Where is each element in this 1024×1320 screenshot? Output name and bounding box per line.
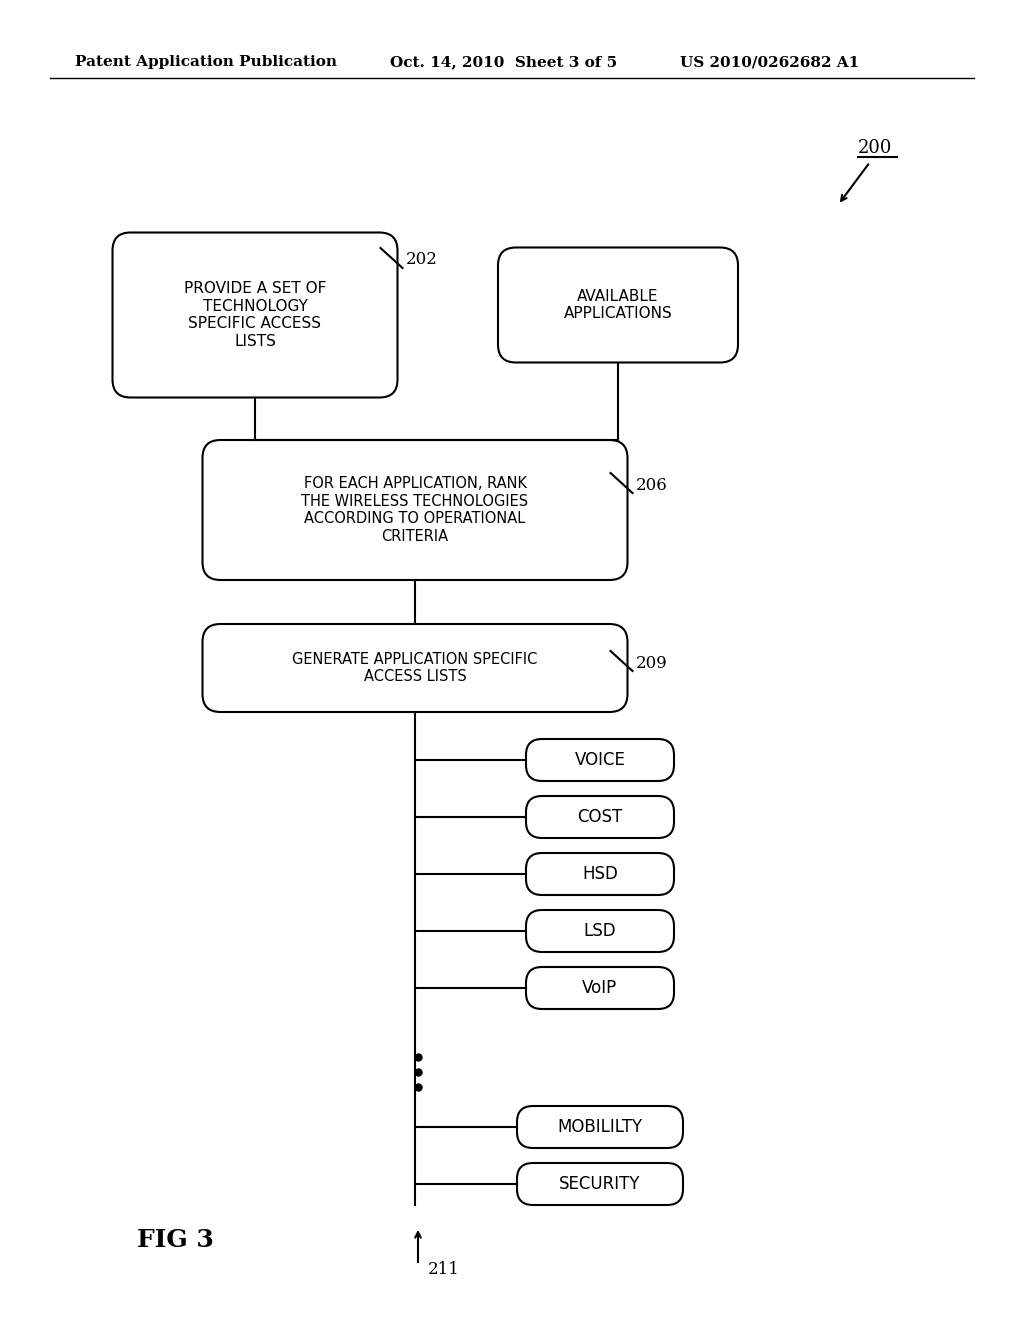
Text: Patent Application Publication: Patent Application Publication <box>75 55 337 69</box>
Text: 209: 209 <box>636 655 668 672</box>
Text: LSD: LSD <box>584 921 616 940</box>
Text: VoIP: VoIP <box>583 979 617 997</box>
Text: FOR EACH APPLICATION, RANK
THE WIRELESS TECHNOLOGIES
ACCORDING TO OPERATIONAL
CR: FOR EACH APPLICATION, RANK THE WIRELESS … <box>301 477 528 544</box>
FancyBboxPatch shape <box>517 1106 683 1148</box>
FancyBboxPatch shape <box>498 248 738 363</box>
Text: VOICE: VOICE <box>574 751 626 770</box>
Text: 211: 211 <box>428 1262 460 1279</box>
Text: HSD: HSD <box>582 865 617 883</box>
FancyBboxPatch shape <box>203 624 628 711</box>
FancyBboxPatch shape <box>526 968 674 1008</box>
FancyBboxPatch shape <box>526 739 674 781</box>
Text: Oct. 14, 2010  Sheet 3 of 5: Oct. 14, 2010 Sheet 3 of 5 <box>390 55 617 69</box>
FancyBboxPatch shape <box>113 232 397 397</box>
FancyBboxPatch shape <box>526 909 674 952</box>
Text: 206: 206 <box>636 477 668 494</box>
Text: AVAILABLE
APPLICATIONS: AVAILABLE APPLICATIONS <box>563 289 673 321</box>
FancyBboxPatch shape <box>526 853 674 895</box>
Text: COST: COST <box>578 808 623 826</box>
FancyBboxPatch shape <box>526 796 674 838</box>
Text: SECURITY: SECURITY <box>559 1175 641 1193</box>
Text: PROVIDE A SET OF
TECHNOLOGY
SPECIFIC ACCESS
LISTS: PROVIDE A SET OF TECHNOLOGY SPECIFIC ACC… <box>184 281 327 348</box>
Text: GENERATE APPLICATION SPECIFIC
ACCESS LISTS: GENERATE APPLICATION SPECIFIC ACCESS LIS… <box>292 652 538 684</box>
Text: FIG 3: FIG 3 <box>136 1228 213 1251</box>
Text: 202: 202 <box>406 252 437 268</box>
FancyBboxPatch shape <box>517 1163 683 1205</box>
Text: US 2010/0262682 A1: US 2010/0262682 A1 <box>680 55 859 69</box>
Text: MOBILILTY: MOBILILTY <box>557 1118 643 1137</box>
FancyBboxPatch shape <box>203 440 628 579</box>
Text: 200: 200 <box>858 139 892 157</box>
